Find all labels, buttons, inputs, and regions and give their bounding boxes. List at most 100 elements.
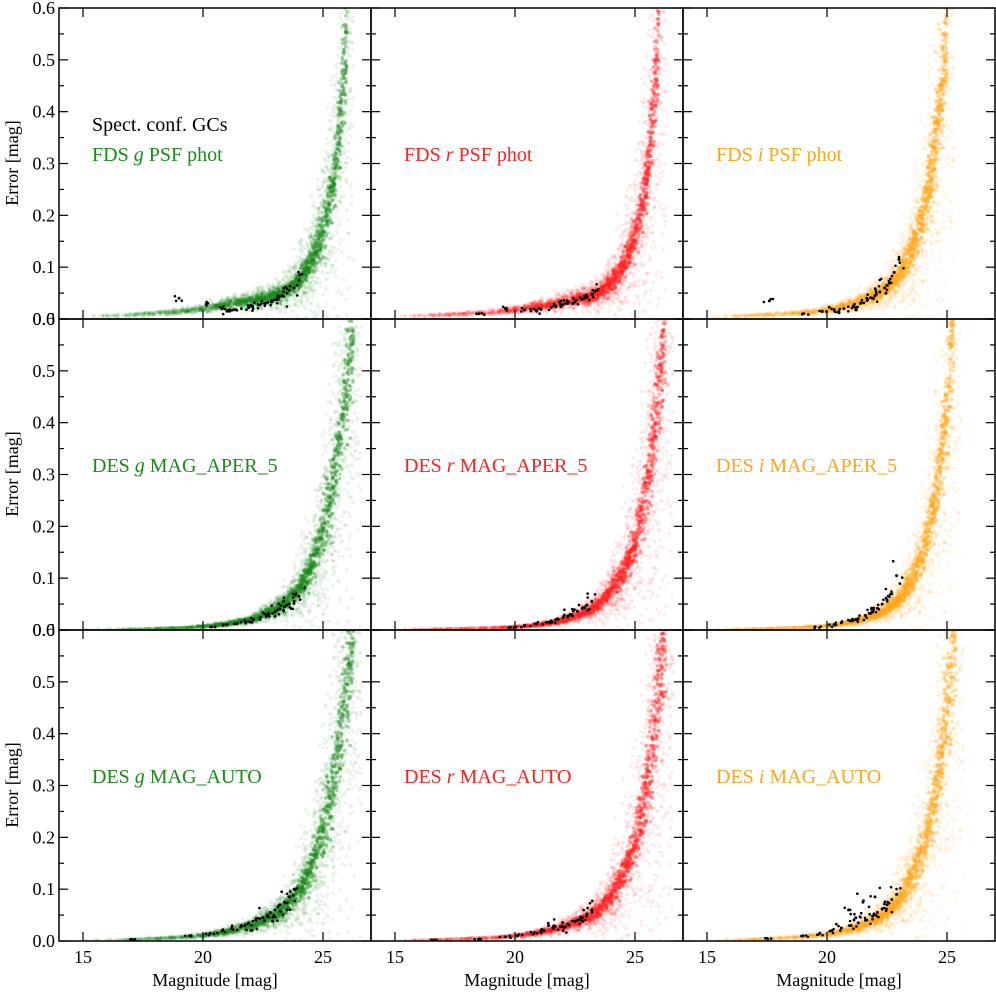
field-point: [270, 290, 274, 294]
field-point: [268, 287, 272, 291]
field-point: [319, 252, 324, 256]
field-point-core: [326, 205, 331, 209]
field-point: [304, 240, 309, 245]
field-point: [317, 242, 322, 246]
field-point: [239, 310, 243, 314]
field-point: [231, 303, 235, 307]
field-point: [320, 203, 324, 207]
field-point: [300, 279, 304, 283]
field-point-core: [317, 206, 321, 211]
field-point: [141, 312, 145, 317]
field-point: [267, 293, 271, 298]
field-point: [316, 261, 320, 266]
field-point: [112, 314, 117, 318]
field-point: [660, 107, 664, 111]
field-point: [165, 311, 169, 315]
field-point: [319, 256, 323, 260]
field-point: [291, 268, 296, 272]
field-point: [295, 262, 299, 267]
field-point: [313, 234, 317, 238]
field-point: [132, 312, 137, 317]
field-point: [158, 311, 162, 315]
field-point: [312, 243, 316, 247]
field-point: [278, 291, 283, 296]
field-point-core: [341, 37, 345, 42]
field-point: [201, 305, 206, 310]
field-point: [344, 79, 349, 84]
field-point: [344, 112, 348, 116]
field-point: [298, 239, 303, 243]
field-point: [301, 244, 305, 248]
field-point: [323, 149, 328, 154]
field-point: [263, 295, 268, 300]
field-point: [199, 305, 203, 309]
field-point: [214, 304, 218, 309]
field-point: [193, 308, 197, 312]
field-point: [183, 309, 187, 313]
field-point: [248, 297, 252, 302]
field-point: [256, 292, 260, 296]
field-point: [309, 225, 313, 229]
field-point: [311, 213, 316, 218]
field-point-core: [315, 261, 319, 265]
field-point: [336, 116, 341, 120]
field-point: [337, 241, 342, 246]
field-point: [305, 274, 309, 279]
field-point-core: [314, 260, 319, 264]
field-point: [167, 312, 171, 316]
field-point: [255, 289, 260, 293]
field-point: [337, 199, 342, 203]
field-point: [199, 306, 203, 310]
field-point: [330, 163, 334, 167]
field-point: [332, 136, 336, 140]
field-point: [185, 306, 189, 310]
field-point: [188, 309, 193, 313]
field-point: [124, 313, 129, 318]
field-point: [327, 178, 331, 182]
field-point: [321, 255, 325, 260]
field-point: [292, 264, 297, 268]
field-point: [227, 301, 232, 305]
field-point: [331, 222, 335, 226]
field-point: [625, 188, 630, 192]
field-point: [205, 310, 209, 314]
field-point: [268, 292, 272, 296]
field-point: [314, 288, 318, 292]
gc-point: [270, 300, 273, 304]
field-point: [332, 197, 336, 202]
field-point: [333, 188, 337, 192]
field-point: [130, 312, 134, 316]
field-point: [256, 296, 260, 301]
field-point: [258, 295, 263, 300]
field-point: [304, 262, 308, 266]
field-point: [320, 210, 324, 214]
field-point: [207, 308, 211, 312]
field-point: [186, 308, 190, 312]
field-point: [194, 307, 198, 311]
field-point: [305, 269, 309, 273]
field-point: [330, 181, 335, 185]
field-point: [241, 302, 245, 307]
field-point: [320, 210, 325, 215]
field-point: [274, 306, 278, 311]
field-point: [150, 313, 154, 317]
field-point: [330, 128, 334, 132]
field-point: [211, 299, 215, 303]
field-point: [348, 185, 353, 189]
field-point: [257, 297, 261, 301]
field-point: [245, 296, 249, 300]
field-point: [287, 282, 291, 286]
field-point: [322, 223, 326, 228]
field-point: [238, 300, 242, 304]
field-point: [200, 304, 204, 308]
field-point: [307, 269, 312, 274]
field-point: [142, 311, 146, 316]
field-point: [223, 301, 227, 305]
field-point: [270, 307, 274, 312]
field-point: [214, 306, 218, 311]
field-point: [292, 274, 296, 278]
field-point: [276, 307, 280, 312]
field-point: [345, 83, 349, 87]
field-point: [662, 223, 667, 228]
field-point: [241, 300, 245, 304]
